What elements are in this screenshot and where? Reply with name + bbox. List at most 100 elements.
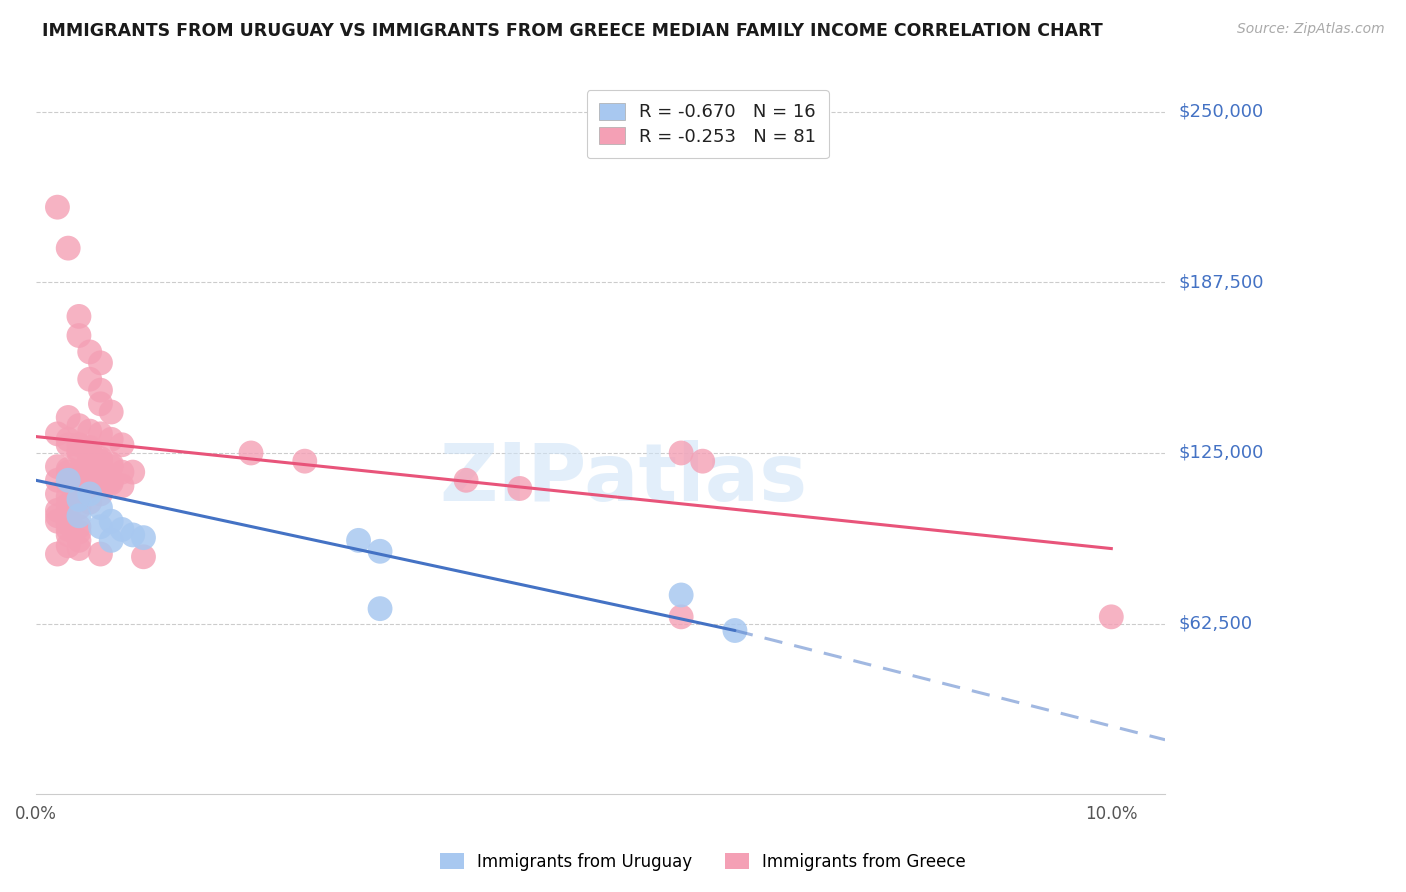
Point: [79, 482, 101, 496]
Point: [100, 533, 122, 548]
Point: [121, 528, 143, 542]
Point: [67, 310, 90, 324]
Point: [79, 470, 101, 484]
Point: [692, 454, 714, 468]
Point: [58, 438, 80, 452]
Text: $187,500: $187,500: [1180, 273, 1264, 292]
Point: [58, 462, 80, 476]
Point: [46, 514, 69, 528]
Legend: R = -0.670   N = 16, R = -0.253   N = 81: R = -0.670 N = 16, R = -0.253 N = 81: [586, 90, 828, 159]
Text: $250,000: $250,000: [1180, 103, 1264, 120]
Point: [347, 533, 370, 548]
Point: [67, 519, 90, 533]
Point: [509, 482, 531, 496]
Point: [89, 487, 111, 501]
Point: [121, 465, 143, 479]
Point: [67, 541, 90, 556]
Point: [100, 475, 122, 490]
Point: [100, 514, 122, 528]
Point: [89, 454, 111, 468]
Point: [58, 433, 80, 447]
Point: [46, 459, 69, 474]
Point: [67, 328, 90, 343]
Point: [58, 241, 80, 255]
Point: [89, 356, 111, 370]
Text: ZIPatlas: ZIPatlas: [439, 440, 807, 518]
Point: [111, 479, 134, 493]
Point: [111, 438, 134, 452]
Point: [79, 345, 101, 359]
Text: $125,000: $125,000: [1180, 444, 1264, 462]
Point: [111, 465, 134, 479]
Text: Source: ZipAtlas.com: Source: ZipAtlas.com: [1237, 22, 1385, 37]
Point: [58, 475, 80, 490]
Legend: Immigrants from Uruguay, Immigrants from Greece: Immigrants from Uruguay, Immigrants from…: [432, 845, 974, 880]
Point: [89, 451, 111, 466]
Point: [67, 500, 90, 515]
Text: $62,500: $62,500: [1180, 615, 1253, 632]
Point: [454, 473, 477, 487]
Point: [46, 547, 69, 561]
Point: [58, 490, 80, 504]
Point: [89, 473, 111, 487]
Point: [89, 397, 111, 411]
Point: [132, 531, 155, 545]
Point: [89, 454, 111, 468]
Point: [240, 446, 263, 460]
Point: [669, 446, 692, 460]
Point: [79, 467, 101, 482]
Point: [67, 525, 90, 540]
Point: [79, 441, 101, 455]
Point: [67, 465, 90, 479]
Point: [46, 487, 69, 501]
Point: [724, 624, 747, 638]
Point: [79, 424, 101, 438]
Point: [46, 200, 69, 214]
Point: [89, 383, 111, 397]
Point: [58, 465, 80, 479]
Point: [67, 492, 90, 507]
Point: [58, 410, 80, 425]
Point: [100, 433, 122, 447]
Point: [100, 459, 122, 474]
Point: [67, 492, 90, 507]
Point: [79, 495, 101, 509]
Point: [58, 506, 80, 520]
Point: [58, 539, 80, 553]
Point: [46, 473, 69, 487]
Point: [100, 405, 122, 419]
Point: [58, 528, 80, 542]
Point: [89, 426, 111, 441]
Point: [100, 457, 122, 471]
Point: [100, 473, 122, 487]
Point: [368, 601, 391, 615]
Point: [67, 446, 90, 460]
Point: [89, 519, 111, 533]
Point: [669, 610, 692, 624]
Point: [58, 523, 80, 537]
Point: [58, 473, 80, 487]
Point: [132, 549, 155, 564]
Point: [89, 470, 111, 484]
Point: [294, 454, 316, 468]
Point: [89, 547, 111, 561]
Point: [67, 438, 90, 452]
Point: [111, 523, 134, 537]
Point: [67, 467, 90, 482]
Point: [89, 459, 111, 474]
Point: [79, 484, 101, 499]
Point: [79, 372, 101, 386]
Point: [79, 446, 101, 460]
Point: [67, 479, 90, 493]
Point: [1099, 610, 1122, 624]
Point: [67, 443, 90, 458]
Point: [669, 588, 692, 602]
Point: [67, 533, 90, 548]
Point: [89, 500, 111, 515]
Point: [58, 498, 80, 512]
Point: [67, 508, 90, 523]
Point: [58, 516, 80, 531]
Point: [58, 511, 80, 525]
Point: [46, 503, 69, 517]
Point: [46, 426, 69, 441]
